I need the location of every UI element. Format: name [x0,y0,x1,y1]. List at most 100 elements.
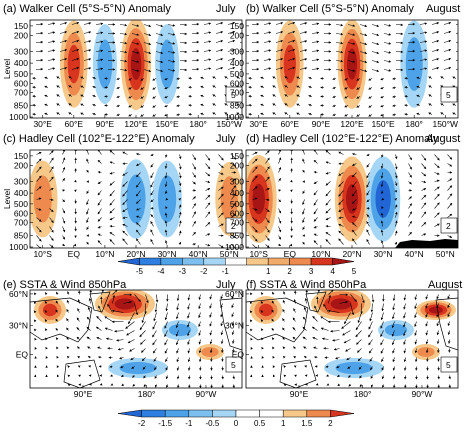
wind-vector-head [330,329,333,333]
wind-vector-head [97,181,101,184]
wind-vector-head [172,42,175,45]
wind-vector-head [74,221,77,224]
wind-vector-head [348,375,351,378]
wind-vector-head [368,326,371,330]
wind-vector-head [404,113,407,116]
wind-vector-head [178,241,181,245]
wind-vector-head [32,86,35,89]
xtick-label: 30°E [249,119,268,129]
wind-vector-head [164,326,167,329]
wind-vector-head [328,320,331,324]
wind-vector-head [100,31,103,35]
wind-vector-head [315,374,318,377]
wind-vector-head [423,211,427,215]
wind-vector-head [51,166,54,170]
wind-vector-head [280,39,283,43]
wind-vector-head [370,367,373,371]
ytick-label: 500 [14,69,28,79]
coastline [219,297,242,351]
wind-vector-head [380,350,384,354]
wind-vector-head [403,368,407,371]
panel-c-vectors [36,150,237,248]
wind-vector-head [271,309,275,313]
wind-vector-head [56,94,60,97]
wind-vector-head [221,350,224,353]
wind-vector-head [296,103,300,106]
ssta-patch [42,303,58,317]
wind-vector [302,150,305,155]
wind-vector-head [381,376,385,379]
wind-vector-head [112,320,115,324]
wind-vector-head [188,376,191,380]
wind-vector-head [356,105,360,108]
wind-vector-head [436,39,439,43]
wind-vector-head [178,189,181,193]
ytick-label: 150 [14,21,28,31]
wind-vector-head [64,48,67,52]
wind-vector-head [128,78,132,81]
wind-vector-head [141,320,145,323]
anomaly-cell [283,44,296,84]
ytick-label: 200 [14,161,28,171]
wind-vector-head [282,337,285,340]
wind-vector-head [303,346,306,349]
ytick-label: 300 [14,46,28,56]
wind-vector-head [284,112,288,115]
wind-vector-head [193,203,196,206]
coastline [279,359,317,388]
wind-vector-head [272,356,275,359]
wind-vector-head [303,356,307,359]
wind-vector-head [440,103,444,106]
xtick-label: 120°E [124,119,148,129]
wind-vector-head [136,152,139,156]
wind-vector [455,41,458,43]
wind-vector-head [64,66,67,70]
wind-vector-head [122,151,126,155]
wind-vector-head [409,221,412,224]
wind-vector-head [221,202,224,206]
panel-b-ref: 5 [446,90,451,100]
wind-vector-head [437,157,440,161]
wind-vector-head [121,383,125,386]
wind-vector-head [109,232,113,235]
wind-vector-head [40,31,43,35]
wind-vector-head [209,323,212,327]
anomaly-cell [33,175,52,223]
wind-vector-head [268,40,271,43]
wind-vector-head [232,48,235,52]
ytick-label: 850 [230,230,244,240]
wind-vector-head [362,300,365,303]
wind-vector-head [224,76,228,79]
wind-vector-head [254,158,258,162]
wind-vector-head [67,374,71,378]
wind-vector-head [96,336,100,340]
wind-vector-head [38,208,42,211]
xtick-label: 180° [354,389,372,399]
wind-vector-head [87,307,91,310]
wind-vector-head [220,314,223,318]
wind-vector-head [282,309,285,312]
wind-vector-head [107,347,110,350]
wind-vector-head [101,290,104,292]
wind-vector-head [369,318,372,322]
wind-vector-head [52,49,55,52]
wind-vector-head [292,21,295,25]
xtick-label: 90°E [312,119,331,129]
wind-vector-head [107,304,110,307]
wind-vector-head [368,87,372,90]
xtick-label: 30°N [374,249,393,259]
wind-vector-head [114,329,117,333]
wind-vector-head [380,317,384,320]
ssta-patch [384,323,408,337]
ytick-label: 500 [230,69,244,79]
wind-vector-head [356,87,360,90]
wind-vector-head [290,235,293,238]
wind-vector-head [352,184,355,188]
wind-vector-head [392,359,395,362]
wind-vector-head [370,384,374,388]
wind-vector-head [128,87,132,90]
ssta-patch [417,347,435,357]
panel-b-vectors [248,21,458,117]
wind-vector-head [196,31,199,35]
wind-vector [239,23,242,25]
